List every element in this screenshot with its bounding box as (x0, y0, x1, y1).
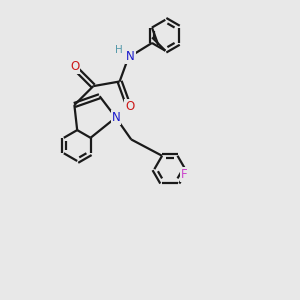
Text: F: F (180, 168, 187, 181)
Text: N: N (126, 50, 135, 63)
Text: N: N (111, 111, 120, 124)
Text: O: O (70, 60, 80, 73)
Text: H: H (115, 45, 122, 55)
Text: O: O (125, 100, 134, 113)
